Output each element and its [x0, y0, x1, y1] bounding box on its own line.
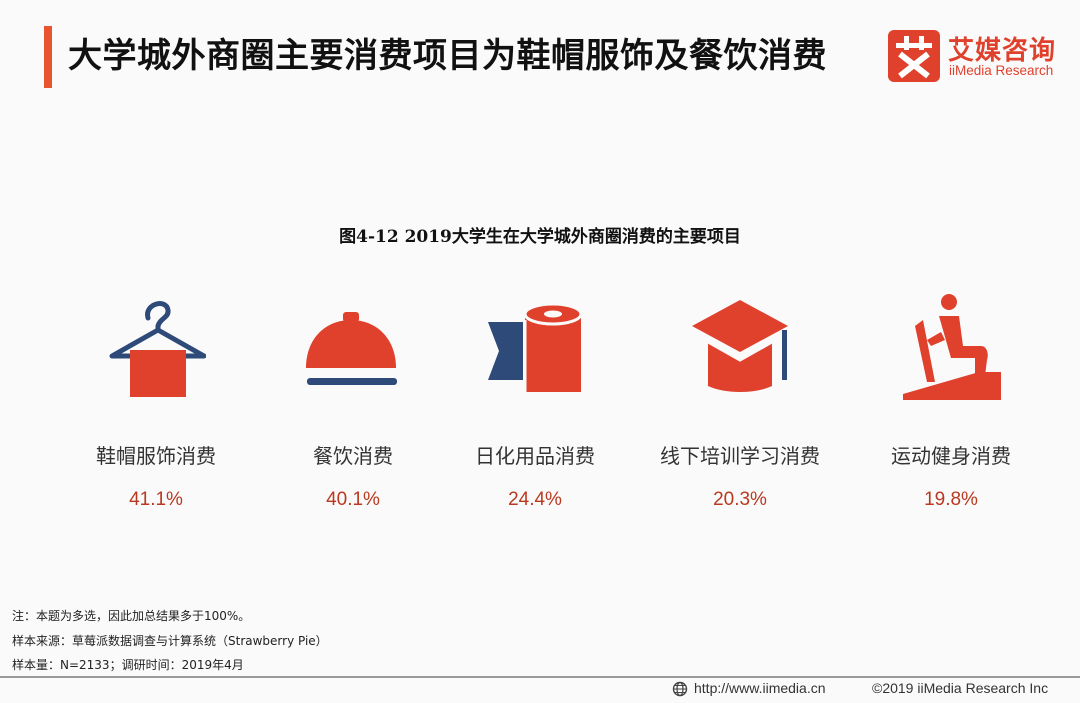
note-sample-size: 样本量：N=2133；调研时间：2019年4月	[12, 658, 244, 672]
item-value: 40.1%	[326, 489, 380, 510]
footer: http://www.iimedia.cn ©2019 iiMedia Rese…	[672, 680, 1072, 700]
footer-divider	[0, 676, 1080, 678]
item-label: 运动健身消费	[891, 444, 1011, 468]
chart-title: 图4-12 2019大学生在大学城外商圈消费的主要项目	[339, 227, 741, 247]
chart-item-sports-fitness: 运动健身消费 19.8%	[861, 290, 1041, 530]
food-cloche-icon	[306, 312, 397, 385]
copyright: ©2019 iiMedia Research Inc	[872, 680, 1049, 696]
item-label: 餐饮消费	[313, 444, 393, 468]
website-link[interactable]: http://www.iimedia.cn	[694, 680, 826, 696]
item-value: 20.3%	[713, 489, 767, 510]
globe-icon	[672, 681, 688, 697]
title-accent-bar	[44, 26, 52, 88]
chart: 鞋帽服饰消费 41.1% 餐饮消费 40.1% 日化用品消费 24.4%	[0, 290, 1080, 530]
chart-item-daily-goods: 日化用品消费 24.4%	[445, 290, 625, 530]
chart-item-dining: 餐饮消费 40.1%	[263, 290, 443, 530]
item-value: 19.8%	[924, 489, 978, 510]
iimedia-logo: 艾媒咨询 iiMedia Research	[888, 30, 1066, 86]
item-label: 线下培训学习消费	[660, 444, 820, 468]
hanger-icon	[109, 301, 206, 397]
chart-item-offline-training: 线下培训学习消费 20.3%	[650, 290, 830, 530]
chart-item-shoes-clothing: 鞋帽服饰消费 41.1%	[66, 290, 246, 530]
note-sample-source: 样本来源：草莓派数据调查与计算系统（Strawberry Pie）	[12, 633, 328, 648]
item-value: 24.4%	[508, 489, 562, 510]
logo-mark-icon	[888, 30, 940, 82]
logo-name-cn: 艾媒咨询	[948, 36, 1057, 66]
logo-name-en: iiMedia Research	[949, 63, 1054, 78]
graduation-cap-icon	[692, 300, 788, 392]
footnotes: 注：本题为多选，因此加总结果多于100%。 样本来源：草莓派数据调查与计算系统（…	[12, 604, 328, 678]
item-label: 鞋帽服饰消费	[96, 444, 216, 468]
exercise-bike-icon	[903, 294, 1001, 400]
note-multiple-choice: 注：本题为多选，因此加总结果多于100%。	[12, 609, 251, 623]
toilet-paper-icon	[488, 302, 583, 392]
page-title: 大学城外商圈主要消费项目为鞋帽服饰及餐饮消费	[68, 36, 827, 76]
item-value: 41.1%	[129, 489, 183, 510]
item-label: 日化用品消费	[475, 444, 595, 468]
